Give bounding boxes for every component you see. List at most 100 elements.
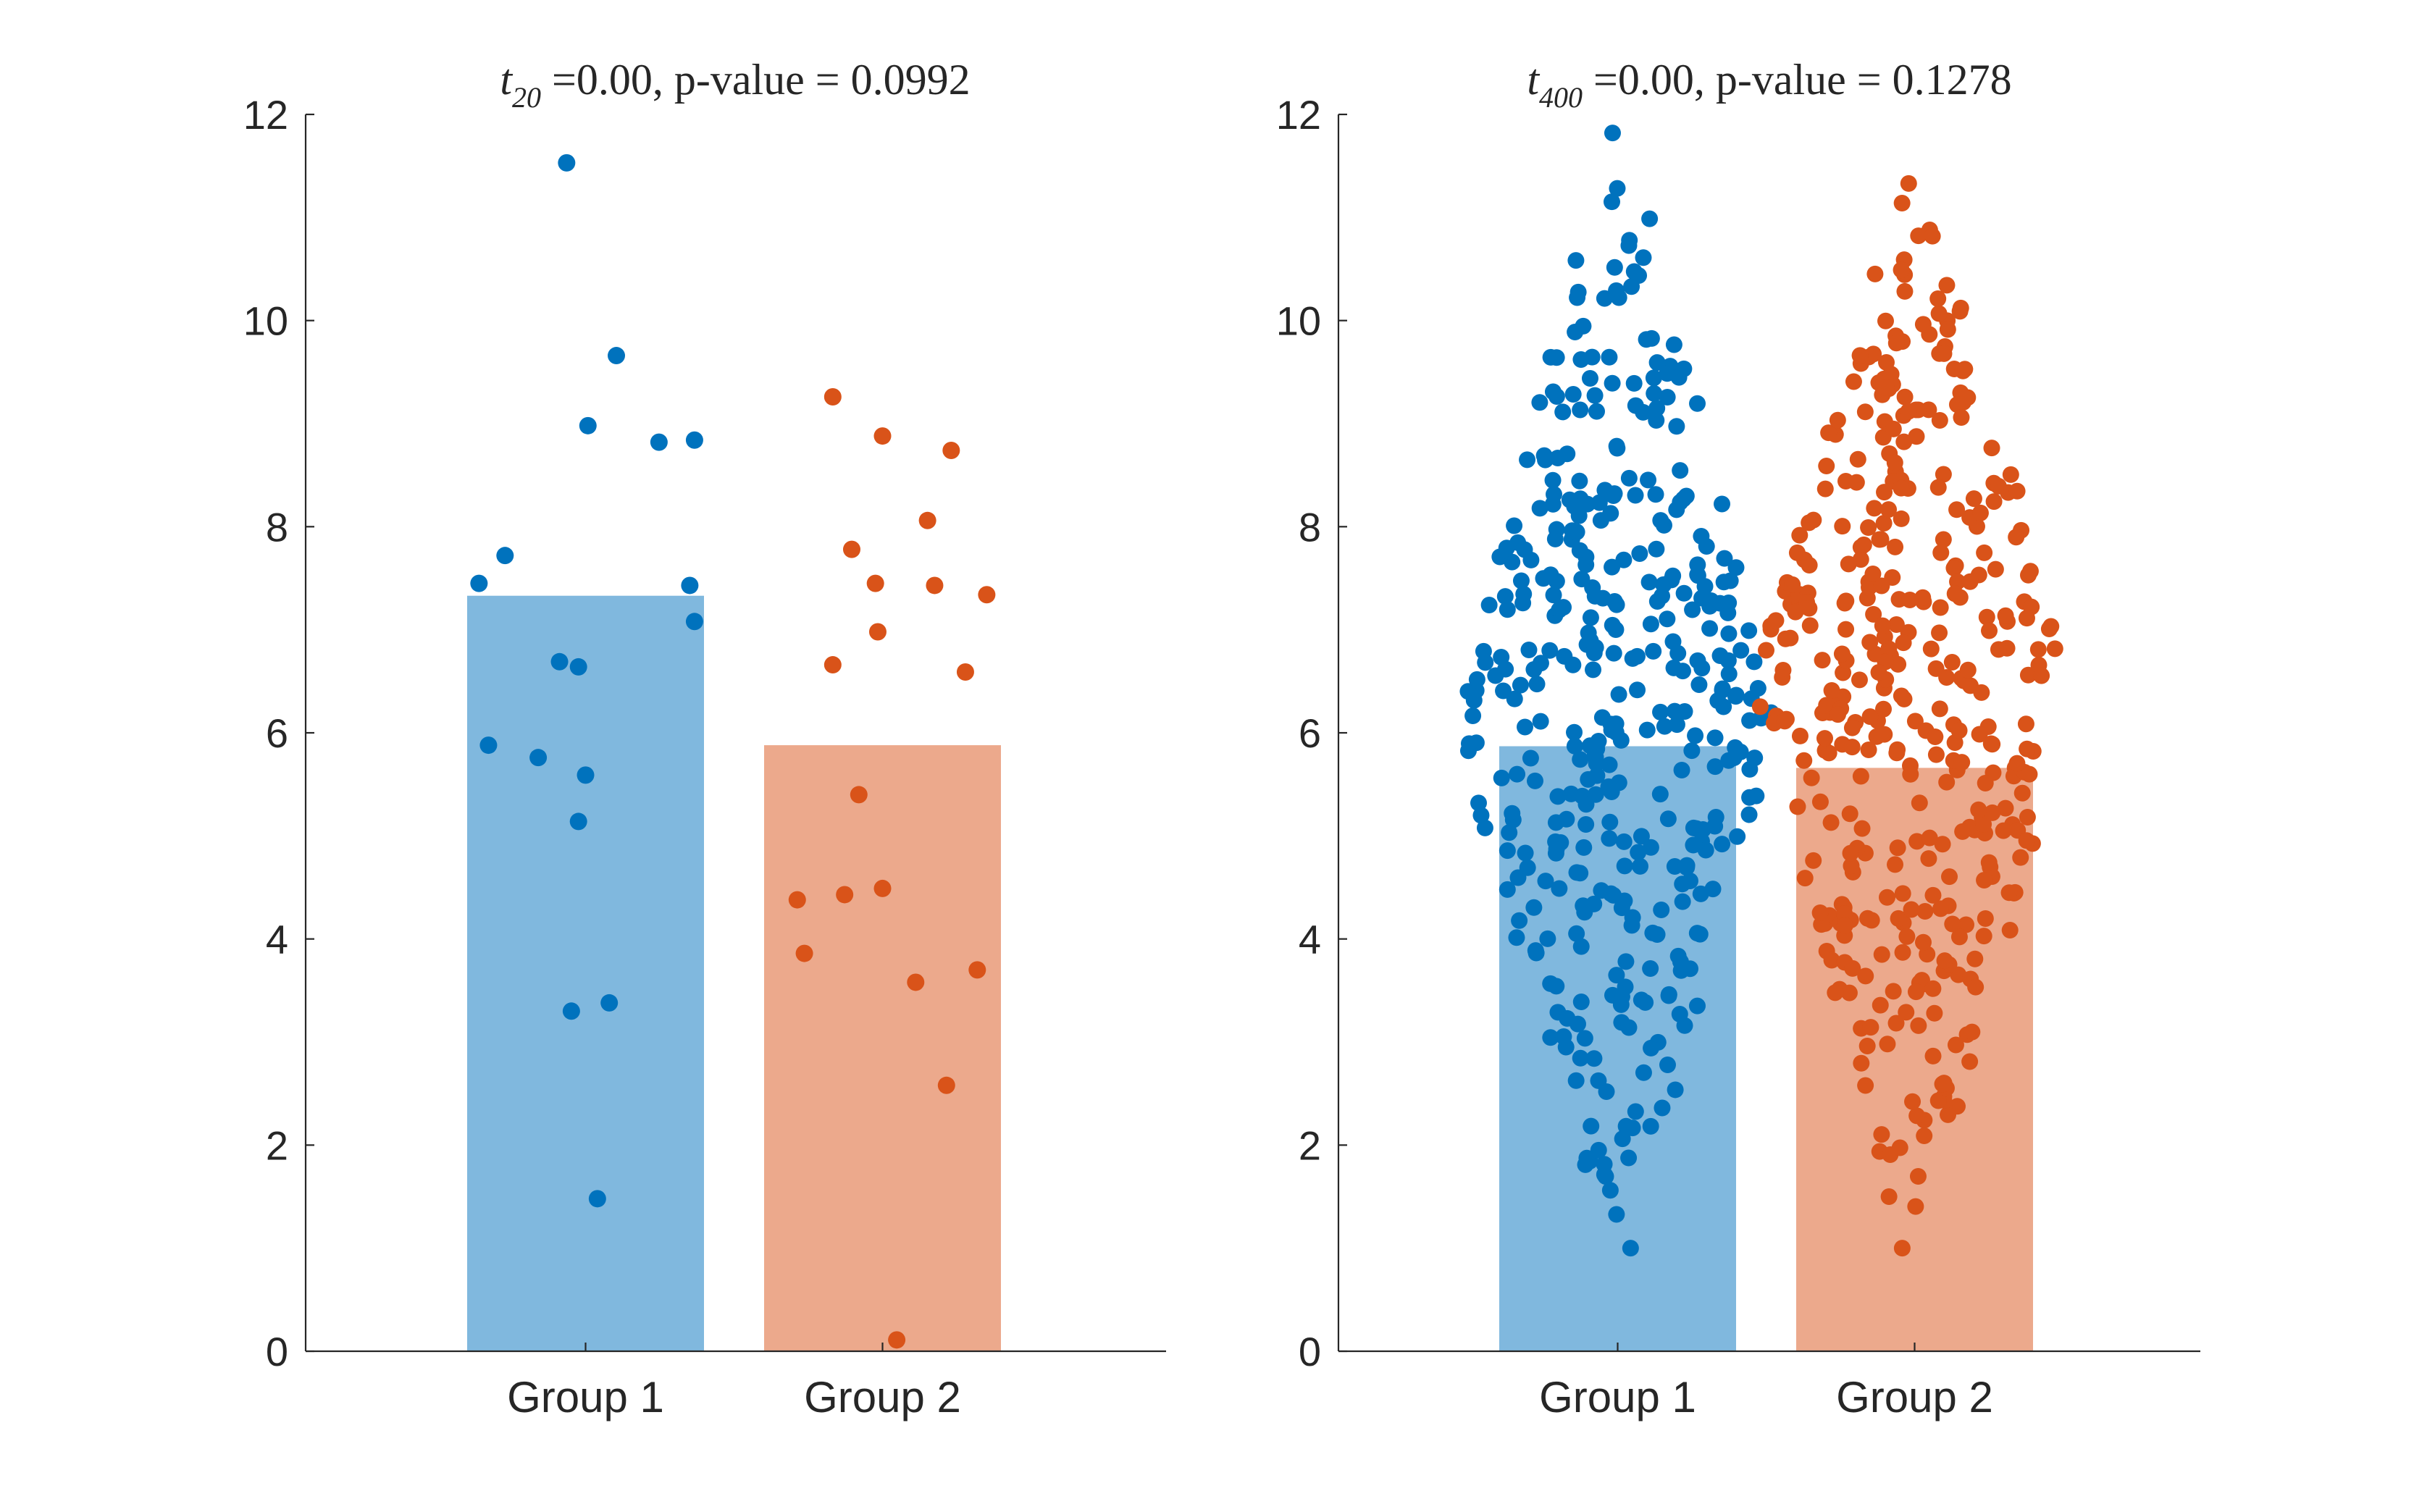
data-point-group-2 — [1822, 814, 1840, 831]
data-point-group-2 — [1872, 996, 1889, 1014]
data-point-group-2 — [1971, 504, 1989, 521]
data-point-group-1 — [1628, 647, 1646, 665]
data-point-group-2 — [1927, 746, 1945, 763]
data-point-group-2 — [1840, 555, 1857, 573]
data-point-group-1 — [1568, 925, 1585, 942]
data-point-group-2 — [2019, 740, 2036, 757]
data-point-group-1 — [1566, 723, 1583, 741]
data-point-group-2 — [1843, 739, 1861, 756]
data-point-group-1 — [1740, 622, 1758, 639]
data-point-group-2 — [1948, 501, 1966, 518]
data-point-group-1 — [1572, 350, 1590, 368]
data-point-group-1 — [1475, 642, 1492, 660]
data-point-group-2 — [1858, 1038, 1876, 1055]
data-point-group-1 — [1642, 960, 1659, 978]
data-point-group-1 — [1620, 1149, 1638, 1167]
data-point-group-2 — [1827, 984, 1844, 1001]
data-point-group-2 — [1948, 396, 1966, 413]
data-point-group-1 — [1604, 616, 1621, 634]
data-point-group-2 — [1961, 1053, 1979, 1070]
data-point-group-2 — [1880, 501, 1898, 518]
data-point-group-2 — [1774, 668, 1791, 686]
data-point-group-2 — [1965, 490, 1982, 508]
data-point-group-2 — [1967, 978, 1985, 996]
data-point-group-1 — [1672, 462, 1689, 479]
data-point-group-1 — [1577, 556, 1595, 574]
data-point-group-1 — [1601, 348, 1618, 366]
data-point-group-2 — [1939, 321, 1956, 338]
data-point-group-1 — [1551, 880, 1568, 897]
data-point-group-2 — [1931, 624, 1948, 642]
data-point-group-2 — [2021, 563, 2039, 580]
data-point-group-1 — [1630, 844, 1647, 861]
data-point-group-2 — [1855, 536, 1872, 553]
data-point-group-1 — [1603, 193, 1620, 211]
data-point-group-2 — [1803, 769, 1820, 786]
data-point-group-2 — [918, 511, 936, 529]
data-point-group-1 — [1504, 805, 1521, 822]
data-point-group-2 — [1936, 952, 1953, 970]
data-point-group-2 — [1929, 290, 1947, 307]
data-point-group-1 — [650, 433, 668, 451]
data-point-group-1 — [1688, 820, 1705, 837]
data-point-group-1 — [1601, 830, 1618, 847]
data-point-group-1 — [1577, 1156, 1594, 1173]
x-tick-label: Group 2 — [804, 1373, 961, 1421]
data-point-group-2 — [1922, 640, 1940, 658]
data-point-group-2 — [1976, 871, 1993, 889]
data-point-group-2 — [1938, 277, 1956, 294]
data-point-group-1 — [1659, 610, 1676, 628]
data-point-group-2 — [1981, 622, 1998, 639]
x-tick-label: Group 1 — [1539, 1373, 1696, 1421]
data-point-group-1 — [1581, 737, 1598, 755]
data-point-group-1 — [1496, 588, 1514, 605]
data-point-group-2 — [1982, 735, 2000, 752]
data-point-group-1 — [1572, 401, 1589, 419]
data-point-group-1 — [1562, 785, 1580, 802]
data-point-group-2 — [1916, 1127, 1933, 1144]
data-point-group-1 — [1569, 289, 1586, 306]
data-point-group-1 — [1719, 652, 1737, 669]
data-point-group-1 — [1635, 403, 1652, 421]
data-point-group-1 — [1572, 938, 1590, 955]
data-point-group-2 — [1889, 741, 1906, 758]
data-point-group-2 — [1995, 822, 2012, 839]
data-point-group-1 — [1698, 538, 1715, 555]
data-point-group-2 — [868, 623, 887, 641]
data-point-group-1 — [1648, 354, 1666, 371]
data-point-group-1 — [1531, 500, 1548, 517]
data-point-group-2 — [2029, 641, 2047, 658]
data-point-group-2 — [1865, 345, 1882, 363]
data-point-group-1 — [1555, 1028, 1572, 1046]
data-point-group-1 — [1665, 336, 1682, 353]
data-point-group-1 — [1642, 839, 1659, 856]
data-point-group-2 — [1914, 316, 1932, 333]
data-point-group-1 — [1593, 709, 1611, 726]
data-point-group-2 — [1791, 727, 1809, 744]
data-point-group-1 — [1647, 486, 1664, 503]
data-point-group-1 — [1514, 595, 1532, 612]
data-point-group-1 — [1601, 756, 1618, 773]
data-point-group-1 — [1588, 403, 1605, 420]
data-point-group-1 — [1499, 601, 1516, 618]
data-point-group-2 — [1983, 440, 2000, 457]
chart-panel-left: t20 =0.00, p-value = 0.0992 0 2 4 6 8 10 12 Gro… — [243, 56, 1166, 1421]
data-point-group-2 — [1980, 854, 1998, 871]
data-point-group-2 — [1966, 950, 1984, 967]
data-point-group-2 — [1863, 912, 1880, 929]
data-point-group-2 — [1880, 1188, 1898, 1206]
data-point-group-2 — [1885, 983, 1902, 1000]
y-tick-label: 4 — [1299, 917, 1321, 962]
data-point-group-1 — [1573, 571, 1591, 588]
data-point-group-2 — [1843, 719, 1861, 736]
data-point-group-1 — [1585, 1050, 1603, 1067]
data-point-group-1 — [1527, 772, 1544, 789]
data-point-group-1 — [1548, 349, 1565, 366]
data-point-group-2 — [2018, 832, 2035, 849]
data-point-group-2 — [866, 574, 884, 592]
data-point-group-1 — [1499, 842, 1516, 860]
data-point-group-2 — [926, 576, 944, 595]
data-point-group-2 — [1777, 630, 1794, 647]
bar-group-2 — [1796, 768, 2033, 1351]
data-point-group-1 — [1696, 578, 1714, 595]
